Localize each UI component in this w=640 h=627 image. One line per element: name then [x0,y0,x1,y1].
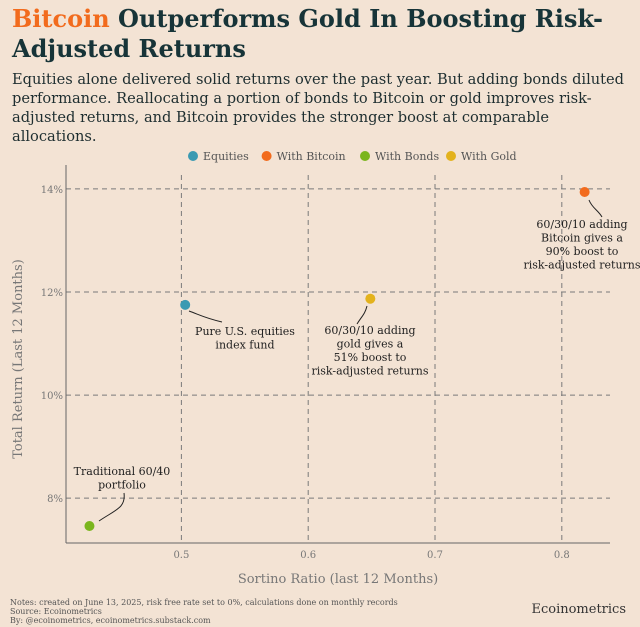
title-highlight: Bitcoin [12,4,110,33]
annotation-arrow [98,492,125,522]
annotation-text: 60/30/10 adding [536,218,627,231]
annotation-arrow [356,305,368,325]
legend-marker [261,151,272,161]
annotation-text: portfolio [98,479,146,492]
annotation-arrow [188,310,223,323]
annotation-text: Bitcoin gives a [541,232,623,245]
annotation-text: Traditional 60/40 [74,465,171,478]
chart-subtitle: Equities alone delivered solid returns o… [12,71,625,145]
scatter-chart: 8% 10% 12% 14% 0.5 0.6 0.7 0.8 Sortino Ratio (la… [11,150,640,587]
data-point [84,520,95,531]
annotation-arrow [588,199,603,218]
legend-marker [446,151,456,161]
annotation-text: index fund [215,339,274,352]
notes-text: Notes: created on June 13, 2025, risk fr… [10,598,398,607]
annotation-text: 90% boost to [546,245,619,258]
x-tick-label: 0.6 [300,550,316,561]
annotation-text: 60/30/10 adding [324,324,415,337]
y-tick-label: 14% [41,185,63,196]
data-point [365,293,376,304]
brand-logo: Ecoinometrics [531,602,626,617]
source-text: Source: Ecoinometrics [10,607,102,616]
x-tick-label: 0.7 [427,550,443,561]
annotation-text: 51% boost to [334,351,407,364]
legend-marker [360,151,370,161]
legend-label: Equities [203,150,249,163]
y-tick-label: 10% [41,391,63,402]
annotation-text: risk-adjusted returns [523,259,640,272]
legend-label: With Gold [461,150,517,163]
chart-title: Bitcoin Outperforms Gold In Boosting Ris… [12,4,632,64]
legend-label: With Bitcoin [277,150,346,163]
x-axis-label: Sortino Ratio (last 12 Months) [238,572,438,587]
y-axis-label: Total Return (Last 12 Months) [11,259,26,459]
x-tick-label: 0.8 [554,550,570,561]
y-tick-label: 8% [47,494,63,505]
footer-notes: Notes: created on June 13, 2025, risk fr… [10,598,398,625]
data-point [579,187,590,198]
by-text: By: @ecoinometrics, ecoinometrics.substa… [10,616,211,625]
data-point [180,299,191,310]
annotation-text: risk-adjusted returns [311,365,428,378]
x-tick-label: 0.5 [173,550,189,561]
y-tick-label: 12% [41,288,63,299]
annotation-text: Pure U.S. equities [195,325,295,338]
annotation-text: gold gives a [337,338,404,351]
legend-marker [188,151,198,161]
title-rest: Outperforms Gold In Boosting Risk-Adjust… [12,4,603,63]
legend-label: With Bonds [375,150,439,163]
